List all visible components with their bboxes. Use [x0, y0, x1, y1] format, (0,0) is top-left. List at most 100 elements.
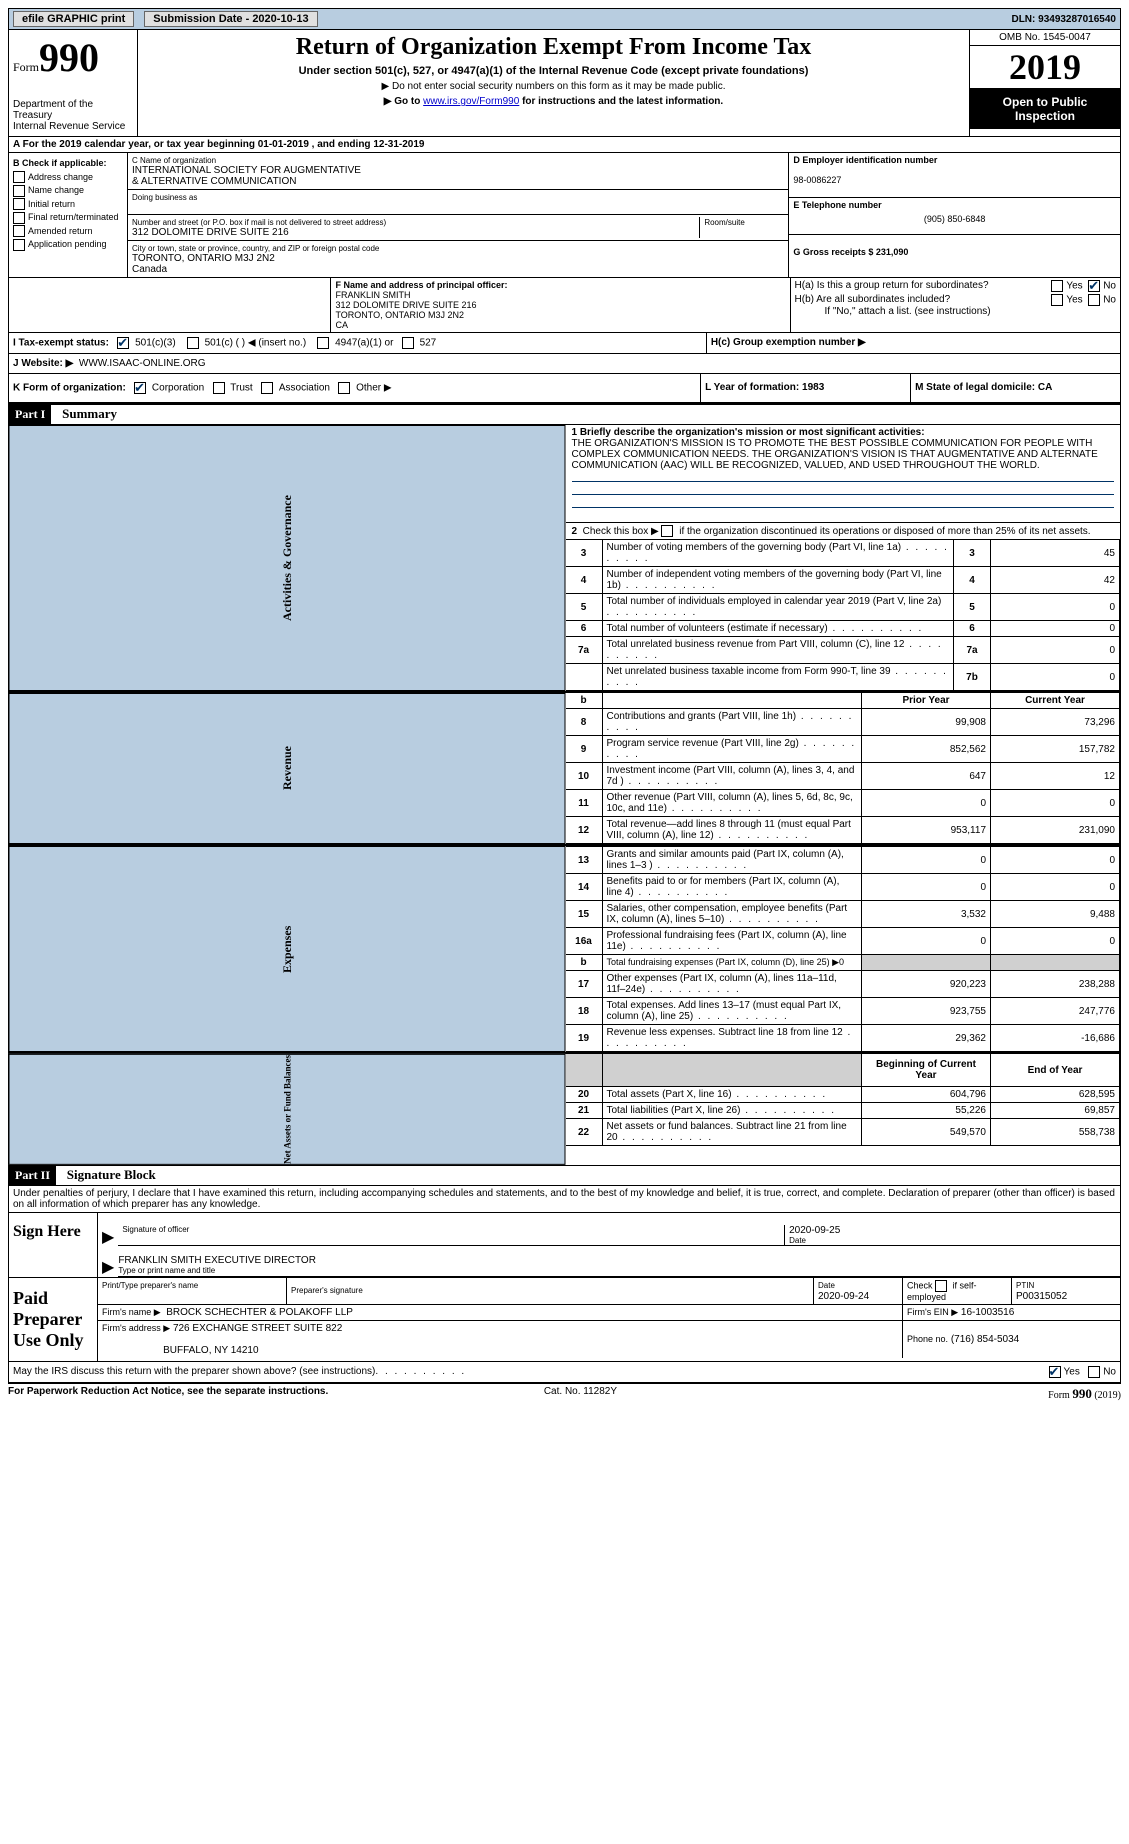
discuss-label: May the IRS discuss this return with the…: [13, 1366, 375, 1378]
checkbox-hb-no[interactable]: [1088, 294, 1100, 306]
instr-ssn: ▶ Do not enter social security numbers o…: [146, 81, 961, 92]
dba-label: Doing business as: [132, 193, 197, 202]
ptin-label: PTIN: [1016, 1281, 1034, 1290]
irs-label: Internal Revenue Service: [13, 121, 133, 132]
form-header: Form990 Department of the Treasury Inter…: [9, 30, 1120, 136]
checkbox-final-return[interactable]: [13, 212, 25, 224]
sig-date-label: Date: [789, 1236, 1120, 1245]
table-row: 18Total expenses. Add lines 13–17 (must …: [566, 998, 1120, 1025]
checkbox-501c[interactable]: [187, 337, 199, 349]
checkbox-discontinued[interactable]: [661, 525, 673, 537]
prep-date-value: 2020-09-24: [818, 1291, 869, 1302]
open-public-badge: Open to Public Inspection: [970, 89, 1120, 129]
table-row: Net unrelated business taxable income fr…: [566, 664, 1120, 691]
table-revenue: bPrior YearCurrent Year 8Contributions a…: [566, 693, 1121, 844]
checkbox-association[interactable]: [261, 382, 273, 394]
officer-addr3: CA: [335, 320, 348, 330]
checkbox-other[interactable]: [338, 382, 350, 394]
checkbox-corporation[interactable]: [134, 382, 146, 394]
org-country: Canada: [132, 264, 167, 275]
box-b-header: B Check if applicable:: [13, 158, 107, 168]
line-k-label: K Form of organization:: [13, 383, 126, 394]
vlabel-revenue: Revenue: [9, 693, 566, 844]
irs-link[interactable]: www.irs.gov/Form990: [423, 96, 519, 107]
table-row: 14Benefits paid to or for members (Part …: [566, 874, 1120, 901]
org-name-1: INTERNATIONAL SOCIETY FOR AUGMENTATIVE: [132, 165, 361, 176]
box-f-label: F Name and address of principal officer:: [335, 280, 507, 290]
opt-association: Association: [279, 383, 330, 394]
firm-addr2: BUFFALO, NY 14210: [163, 1345, 258, 1356]
dln-label: DLN: 93493287016540: [1011, 14, 1116, 25]
table-row: 7aTotal unrelated business revenue from …: [566, 637, 1120, 664]
part1-title: Summary: [62, 406, 117, 421]
part2-title: Signature Block: [67, 1167, 156, 1182]
checkbox-amended-return[interactable]: [13, 225, 25, 237]
checkbox-application-pending[interactable]: [13, 239, 25, 251]
checkbox-name-change[interactable]: [13, 185, 25, 197]
vlabel-expenses: Expenses: [9, 846, 566, 1052]
opt-501c: 501(c) ( ) ◀ (insert no.): [205, 338, 307, 349]
table-row: 6Total number of volunteers (estimate if…: [566, 621, 1120, 637]
preparer-table: Print/Type preparer's name Preparer's si…: [98, 1278, 1120, 1358]
table-row: 13Grants and similar amounts paid (Part …: [566, 847, 1120, 874]
checkbox-initial-return[interactable]: [13, 198, 25, 210]
checkbox-trust[interactable]: [213, 382, 225, 394]
table-row: 12Total revenue—add lines 8 through 11 (…: [566, 817, 1120, 844]
discuss-no: No: [1103, 1366, 1116, 1377]
instr-post: for instructions and the latest informat…: [519, 96, 723, 107]
firm-name-value: BROCK SCHECHTER & POLAKOFF LLP: [166, 1307, 353, 1318]
discuss-yes: Yes: [1064, 1366, 1080, 1377]
prep-sig-label: Preparer's signature: [291, 1286, 363, 1295]
table-row: 5Total number of individuals employed in…: [566, 594, 1120, 621]
table-expenses: 13Grants and similar amounts paid (Part …: [566, 846, 1121, 1052]
officer-type-label: Type or print name and title: [118, 1266, 1120, 1275]
checkbox-hb-yes[interactable]: [1051, 294, 1063, 306]
table-row: 11Other revenue (Part VIII, column (A), …: [566, 790, 1120, 817]
checkbox-527[interactable]: [402, 337, 414, 349]
checkbox-self-employed[interactable]: [935, 1280, 947, 1292]
opt-other: Other ▶: [356, 383, 391, 394]
line-a-tax-year: A For the 2019 calendar year, or tax yea…: [9, 136, 1120, 152]
table-row: 22Net assets or fund balances. Subtract …: [566, 1119, 1120, 1146]
label-final-return: Final return/terminated: [28, 212, 119, 222]
firm-ein-label: Firm's EIN ▶: [907, 1307, 958, 1317]
h-note: If "No," attach a list. (see instruction…: [825, 306, 1116, 317]
checkbox-ha-no[interactable]: [1088, 280, 1100, 292]
opt-trust: Trust: [230, 383, 252, 394]
ein-value: 98-0086227: [793, 175, 841, 185]
tax-year: 2019: [970, 46, 1120, 89]
form-title: Return of Organization Exempt From Incom…: [146, 34, 961, 61]
efile-print-button[interactable]: efile GRAPHIC print: [13, 11, 134, 27]
checkbox-discuss-no[interactable]: [1088, 1366, 1100, 1378]
table-activities-governance: 3Number of voting members of the governi…: [566, 539, 1121, 691]
form-number: 990: [39, 35, 99, 80]
officer-addr1: 312 DOLOMITE DRIVE SUITE 216: [335, 300, 476, 310]
form-word: Form: [13, 60, 39, 74]
checkbox-discuss-yes[interactable]: [1049, 1366, 1061, 1378]
h-c-label: H(c) Group exemption number ▶: [711, 337, 866, 348]
year-formation: L Year of formation: 1983: [705, 382, 824, 393]
table-row: 16aProfessional fundraising fees (Part I…: [566, 928, 1120, 955]
opt-527: 527: [420, 338, 437, 349]
mission-text: THE ORGANIZATION'S MISSION IS TO PROMOTE…: [572, 438, 1098, 471]
checkbox-address-change[interactable]: [13, 171, 25, 183]
label-application-pending: Application pending: [28, 239, 107, 249]
label-amended-return: Amended return: [28, 226, 93, 236]
part2-header: Part II: [9, 1166, 56, 1185]
website-value: WWW.ISAAC-ONLINE.ORG: [79, 358, 206, 369]
opt-4947: 4947(a)(1) or: [335, 338, 393, 349]
submission-date-button[interactable]: Submission Date - 2020-10-13: [144, 11, 317, 27]
box-e-label: E Telephone number: [793, 200, 881, 210]
sig-officer-label: Signature of officer: [118, 1225, 784, 1245]
phone-label: Phone no.: [907, 1334, 948, 1344]
addr-label: Number and street (or P.O. box if mail i…: [132, 218, 386, 227]
checkbox-4947[interactable]: [317, 337, 329, 349]
ptin-value: P00315052: [1016, 1291, 1067, 1302]
table-row: 15Salaries, other compensation, employee…: [566, 901, 1120, 928]
table-row: 4Number of independent voting members of…: [566, 567, 1120, 594]
website-label: J Website: ▶: [13, 358, 73, 369]
opt-501c3: 501(c)(3): [135, 338, 176, 349]
checkbox-ha-yes[interactable]: [1051, 280, 1063, 292]
instr-pre: ▶ Go to: [384, 96, 423, 107]
checkbox-501c3[interactable]: [117, 337, 129, 349]
